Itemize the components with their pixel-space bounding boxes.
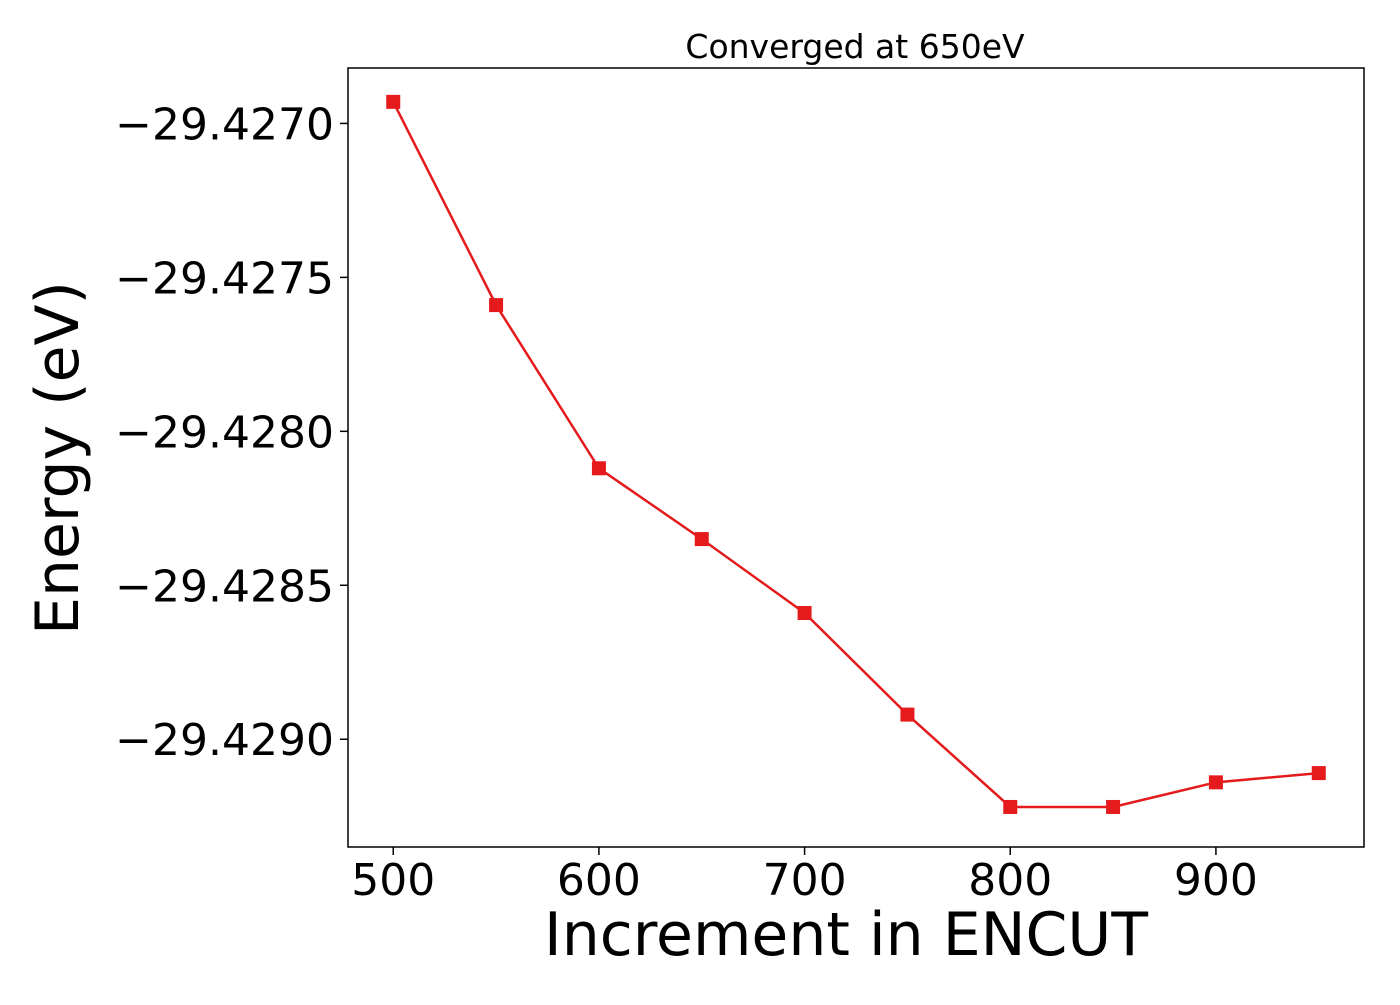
data-point-marker [386, 94, 401, 109]
y-tick-label: −29.4275 [115, 253, 334, 304]
data-point-marker [694, 532, 709, 547]
data-point-marker [797, 605, 812, 620]
x-tick-label: 600 [557, 855, 641, 906]
y-tick-label: −29.4285 [115, 561, 334, 612]
x-axis-ticks: 500 600 700 800 900 [351, 847, 1258, 906]
data-point-marker [489, 298, 504, 313]
data-point-marker [1311, 766, 1326, 781]
y-tick-label: −29.4290 [115, 715, 334, 766]
y-tick-label: −29.4280 [115, 407, 334, 458]
x-tick-label: 500 [351, 855, 435, 906]
series-layer [386, 94, 1326, 814]
x-tick-label: 700 [763, 855, 847, 906]
data-point-marker [1208, 775, 1223, 790]
y-tick-label: −29.4270 [115, 99, 334, 150]
chart-title: Converged at 650eV [685, 27, 1025, 66]
plot-area-frame [347, 67, 1365, 848]
data-point-marker [1003, 799, 1018, 814]
x-tick-label: 800 [968, 855, 1052, 906]
data-point-marker [591, 461, 606, 476]
y-axis-label: Energy (eV) [23, 281, 93, 635]
x-tick-label: 900 [1174, 855, 1258, 906]
data-point-marker [900, 707, 915, 722]
y-axis-ticks: −29.4270 −29.4275 −29.4280 −29.4285 −29.4290 [115, 99, 348, 766]
x-axis-label: Increment in ENCUT [544, 900, 1148, 970]
series-line [392, 101, 1319, 809]
data-point-marker [1106, 799, 1121, 814]
